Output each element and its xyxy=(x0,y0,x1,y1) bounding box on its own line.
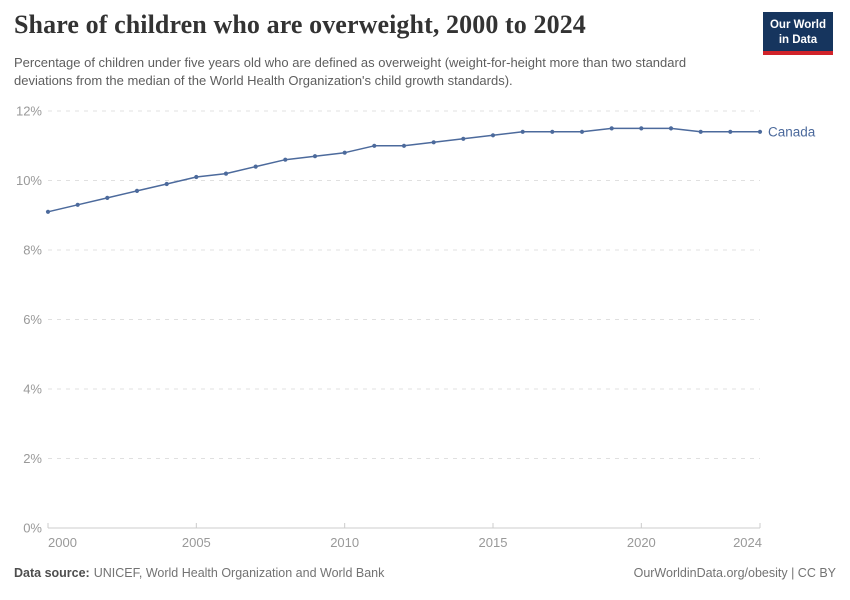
data-point[interactable] xyxy=(75,202,80,207)
data-point[interactable] xyxy=(283,157,288,162)
data-point[interactable] xyxy=(164,181,169,187)
data-point[interactable] xyxy=(579,129,585,134)
data-point[interactable] xyxy=(668,126,674,131)
data-point[interactable] xyxy=(105,195,110,200)
owid-url-link[interactable]: OurWorldinData.org/obesity | CC BY xyxy=(633,566,836,580)
data-point[interactable] xyxy=(372,143,377,148)
data-point[interactable] xyxy=(550,129,555,134)
data-point[interactable] xyxy=(728,129,733,134)
data-point[interactable] xyxy=(698,129,703,134)
chart-footer: Data source: UNICEF, World Health Organiz… xyxy=(14,566,836,580)
data-source: Data source: UNICEF, World Health Organiz… xyxy=(14,566,384,580)
data-point[interactable] xyxy=(401,143,407,148)
y-axis-label: 12% xyxy=(16,104,42,119)
owid-logo[interactable]: Our World in Data xyxy=(762,12,833,56)
data-point[interactable] xyxy=(431,140,436,145)
x-axis-label: 2005 xyxy=(182,535,211,550)
series-line-canada[interactable] xyxy=(47,127,761,213)
data-point[interactable] xyxy=(461,136,466,141)
x-axis-label: 2020 xyxy=(627,535,656,550)
data-point[interactable] xyxy=(520,129,525,134)
y-axis-label: 10% xyxy=(16,173,42,188)
y-axis-label: 8% xyxy=(23,243,42,258)
data-point[interactable] xyxy=(134,188,140,193)
data-point[interactable] xyxy=(342,150,347,155)
data-source-label: Data source: xyxy=(14,566,90,580)
y-axis-label: 2% xyxy=(23,451,42,466)
data-point[interactable] xyxy=(609,126,614,131)
data-point[interactable] xyxy=(312,154,318,159)
data-point[interactable] xyxy=(757,129,763,134)
data-point[interactable] xyxy=(253,164,258,169)
data-point[interactable] xyxy=(45,209,51,214)
chart-subtitle: Percentage of children under five years … xyxy=(14,55,687,89)
data-point[interactable] xyxy=(490,133,496,138)
x-axis-label: 2010 xyxy=(330,535,359,550)
data-point[interactable] xyxy=(639,126,644,131)
x-axis-label: 2015 xyxy=(479,535,508,550)
data-source-text: UNICEF, World Health Organization and Wo… xyxy=(93,566,385,580)
x-axis-label: 2000 xyxy=(48,535,77,550)
owid-logo-line1: Our World xyxy=(769,19,826,31)
owid-logo-line2: in Data xyxy=(778,33,818,46)
data-point[interactable] xyxy=(194,174,199,180)
y-axis-label: 6% xyxy=(23,312,42,327)
y-axis-label: 0% xyxy=(23,521,42,536)
x-axis-label: 2024 xyxy=(733,535,762,550)
page-title: Share of children who are overweight, 20… xyxy=(14,10,586,39)
data-point[interactable] xyxy=(223,171,229,176)
y-axis-label: 4% xyxy=(23,382,42,397)
series-label-canada[interactable]: Canada xyxy=(768,124,816,139)
